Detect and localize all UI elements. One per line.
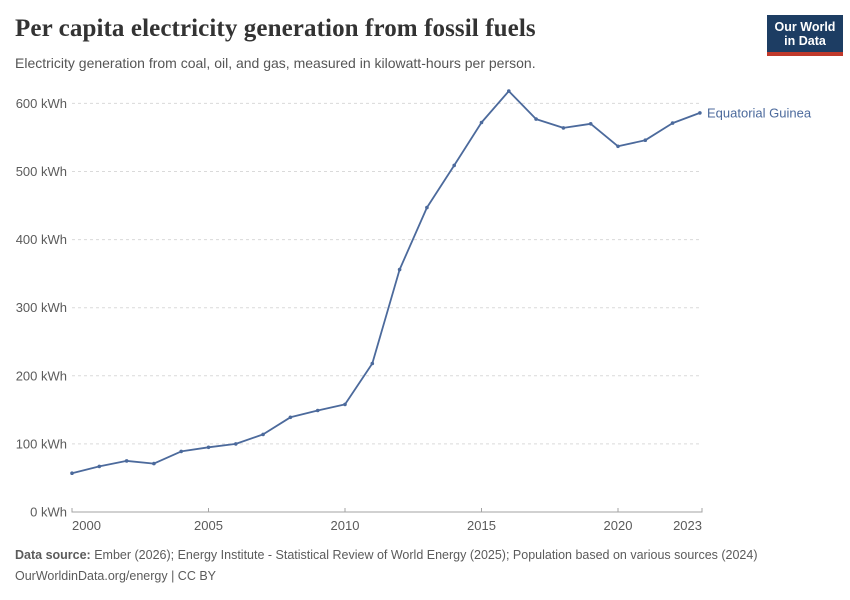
x-axis-line [71,508,703,513]
data-source-line: Data source: Ember (2026); Energy Instit… [15,545,835,566]
data-point[interactable] [643,138,648,142]
y-tick-label: 200 kWh [16,368,67,383]
data-point[interactable] [588,122,593,126]
x-tick-label: 2023 [673,518,702,533]
y-tick-label: 300 kWh [16,300,67,315]
owid-logo-line2: in Data [784,34,826,48]
owid-logo-line1: Our World [774,20,836,34]
data-point[interactable] [561,126,566,130]
data-point[interactable] [152,461,156,466]
license-line[interactable]: OurWorldinData.org/energy | CC BY [15,569,217,583]
data-point[interactable] [507,89,511,93]
data-point[interactable] [479,120,484,125]
data-point[interactable] [425,205,429,210]
chart-footer: Data source: Ember (2026); Energy Instit… [15,545,835,587]
x-tick-label: 2005 [194,518,223,533]
data-point[interactable] [370,361,375,366]
x-tick-label: 2000 [72,518,101,533]
data-point[interactable] [698,111,702,115]
x-axis: 2000 2005 2010 2015 2020 2023 [71,508,703,533]
data-point[interactable] [397,267,402,272]
y-tick-label: 500 kWh [16,164,67,179]
data-point[interactable] [97,464,102,469]
data-point[interactable] [206,445,211,450]
data-point[interactable] [670,121,675,125]
gridlines [72,102,702,445]
data-point[interactable] [315,408,320,413]
x-tick-label: 2020 [604,518,633,533]
chart-title: Per capita electricity generation from f… [15,15,536,42]
series-line[interactable] [71,90,701,475]
data-point[interactable] [452,163,457,168]
data-point[interactable] [534,117,538,121]
owid-logo: Our World in Data [767,15,843,56]
entity-label-equatorial-guinea[interactable]: Equatorial Guinea [707,105,812,120]
data-point[interactable] [616,144,620,149]
data-point[interactable] [343,402,347,407]
data-point[interactable] [288,415,293,420]
y-tick-label: 100 kWh [16,436,67,451]
series-layer [70,89,702,476]
y-tick-label: 0 kWh [30,505,67,520]
x-tick-label: 2015 [467,518,496,533]
chart-subtitle: Electricity generation from coal, oil, a… [15,55,536,71]
y-axis-labels: 0 kWh 100 kWh 200 kWh 300 kWh 400 kWh 500 kWh… [16,96,67,520]
data-point[interactable] [124,459,129,463]
data-source-text: Ember (2026); Energy Institute - Statist… [90,548,758,562]
data-point[interactable] [261,432,265,437]
y-tick-label: 400 kWh [16,232,67,247]
data-point[interactable] [234,442,238,446]
data-point[interactable] [70,471,74,476]
x-tick-label: 2010 [331,518,360,533]
data-source-label: Data source: [15,548,91,562]
data-point[interactable] [179,449,183,454]
y-tick-label: 600 kWh [16,96,67,111]
